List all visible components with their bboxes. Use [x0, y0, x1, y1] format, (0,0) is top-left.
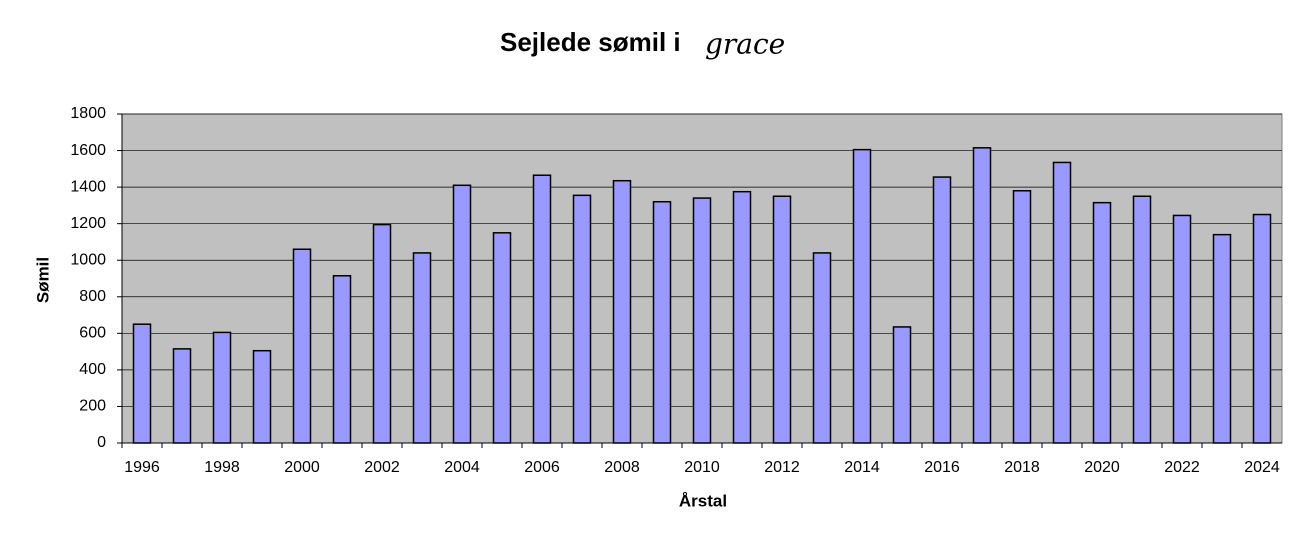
x-tick-label: 2018: [1004, 459, 1040, 476]
x-tick-label: 1998: [204, 459, 240, 476]
x-tick-label: 2022: [1164, 459, 1200, 476]
bar: [732, 190, 752, 444]
x-tick-label: 2020: [1084, 459, 1120, 476]
bar: [532, 174, 552, 444]
bar: [1212, 233, 1232, 444]
bar: [1132, 195, 1152, 444]
x-tick-label: 2014: [844, 459, 880, 476]
x-tick-label: 2000: [284, 459, 320, 476]
bar: [292, 248, 312, 444]
bar: [1092, 201, 1112, 444]
bar: [372, 223, 392, 444]
bar: [852, 148, 872, 444]
bar: [1172, 214, 1192, 444]
bar: [972, 147, 992, 444]
x-tick-label: 2016: [924, 459, 960, 476]
bar: [212, 331, 232, 444]
bar: [812, 252, 832, 444]
y-tick-label: 400: [79, 361, 106, 378]
bar: [492, 232, 512, 444]
x-tick-label: 2012: [764, 459, 800, 476]
x-axis-title: Årstal: [679, 491, 727, 510]
x-tick-label: 2006: [524, 459, 560, 476]
bar: [772, 195, 792, 444]
bar: [1052, 161, 1072, 444]
y-tick-label: 1800: [70, 105, 106, 122]
bar: [452, 184, 472, 444]
x-tick-label: 2002: [364, 459, 400, 476]
bar: [932, 176, 952, 444]
bar: [132, 323, 152, 444]
bar: [1012, 190, 1032, 444]
bar: [252, 349, 272, 444]
bar: [332, 275, 352, 444]
y-tick-label: 1000: [70, 251, 106, 268]
y-tick-label: 600: [79, 325, 106, 342]
bar: [1252, 213, 1272, 444]
chart-title: Sejlede sømil i: [500, 27, 681, 57]
bar: [692, 197, 712, 444]
y-tick-label: 1400: [70, 178, 106, 195]
y-tick-label: 200: [79, 398, 106, 415]
x-tick-label: 1996: [124, 459, 160, 476]
y-tick-label: 800: [79, 288, 106, 305]
x-tick-label: 2008: [604, 459, 640, 476]
bar: [172, 348, 192, 444]
chart-title-name: grace: [705, 28, 785, 61]
bar: [572, 194, 592, 444]
x-tick-label: 2010: [684, 459, 720, 476]
y-tick-label: 1600: [70, 142, 106, 159]
bar: [652, 200, 672, 444]
bar: [412, 252, 432, 444]
y-tick-label: 1200: [70, 215, 106, 232]
bar: [612, 179, 632, 444]
y-axis-title: Sømil: [33, 257, 52, 303]
bar: [892, 326, 912, 444]
x-tick-label: 2004: [444, 459, 480, 476]
x-tick-label: 2024: [1244, 459, 1280, 476]
y-tick-label: 0: [97, 434, 106, 451]
